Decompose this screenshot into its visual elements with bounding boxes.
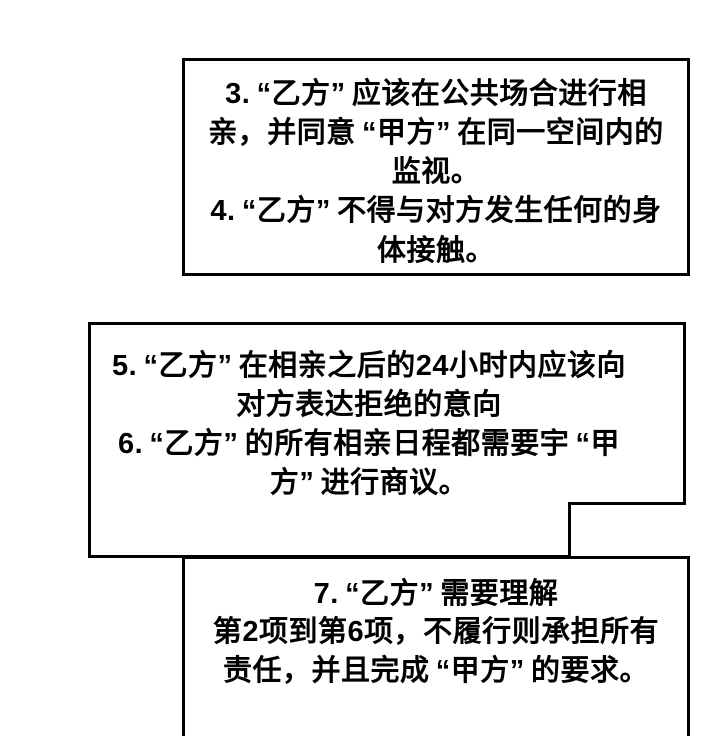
panel-text: 7. “乙方” 需要理解第2项到第6项，不履行则承担所有责任，并且完成 “甲方”… — [203, 575, 669, 690]
panel-clauses-3-4: 3. “乙方” 应该在公共场合进行相亲，并同意 “甲方” 在同一空间内的监视。4… — [182, 58, 690, 276]
panel-text: 5. “乙方” 在相亲之后的24小时内应该向对方表达拒绝的意向6. “乙方” 的… — [99, 347, 639, 504]
panel-text: 3. “乙方” 应该在公共场合进行相亲，并同意 “甲方” 在同一空间内的监视。4… — [205, 75, 667, 271]
panel-clauses-5-6: 5. “乙方” 在相亲之后的24小时内应该向对方表达拒绝的意向6. “乙方” 的… — [88, 322, 686, 558]
panel-notch — [568, 502, 686, 558]
panel-clause-7: 7. “乙方” 需要理解第2项到第6项，不履行则承担所有责任，并且完成 “甲方”… — [182, 556, 690, 736]
